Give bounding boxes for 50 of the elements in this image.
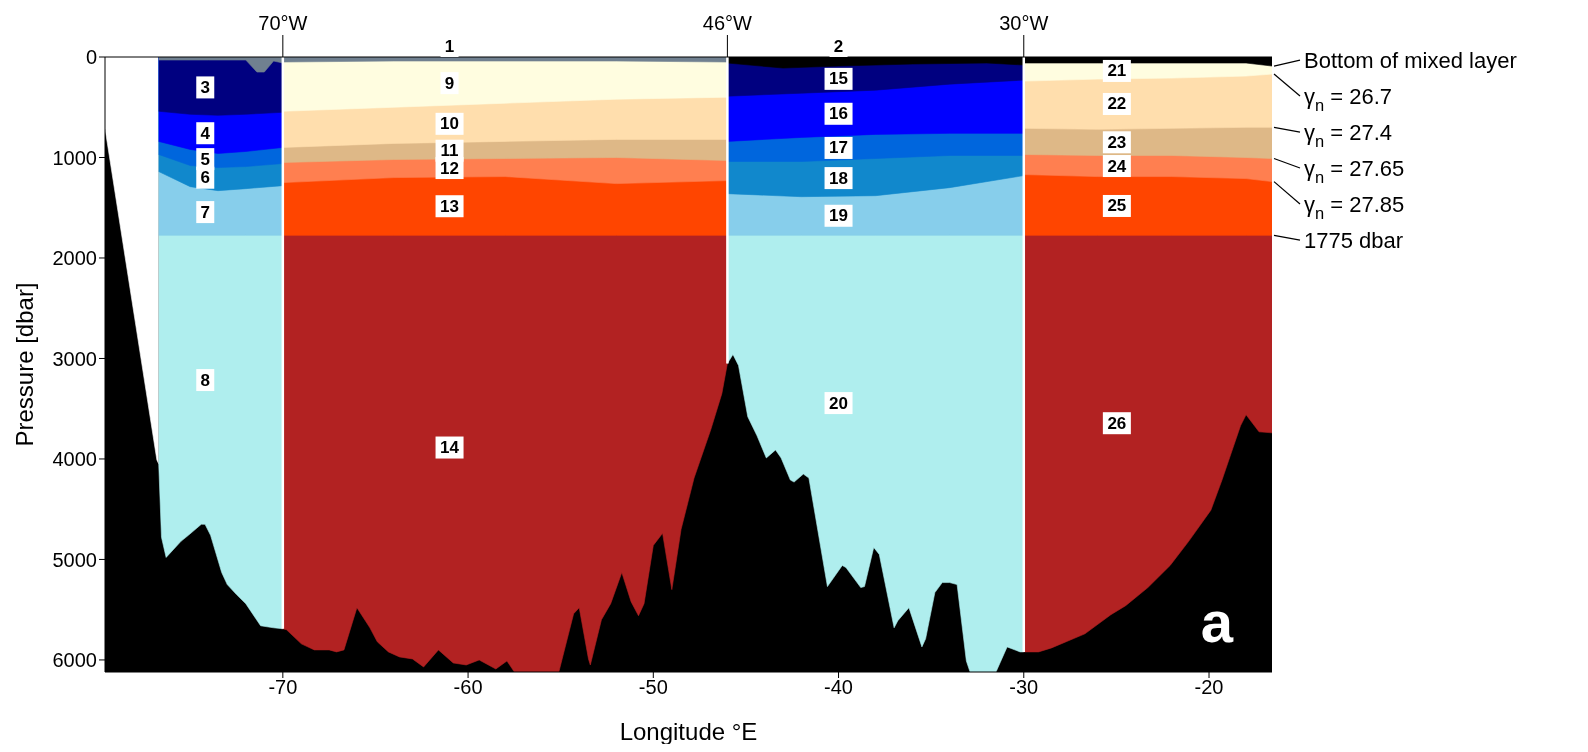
series-label: 26 xyxy=(1107,413,1127,433)
series-label: 11 xyxy=(440,141,459,161)
series-label: 13 xyxy=(440,196,459,216)
series-label: 4 xyxy=(200,123,211,143)
x-tick-label: -50 xyxy=(638,676,668,699)
series-label: 16 xyxy=(829,104,848,124)
x-tick-label: -40 xyxy=(824,676,853,699)
y-tick-label: 5000 xyxy=(52,548,97,571)
series-label: 15 xyxy=(829,69,848,89)
x-tick-label: -70 xyxy=(268,676,298,699)
series-label: 18 xyxy=(829,168,848,188)
series-label: 7 xyxy=(200,202,210,222)
y-tick-label: 0 xyxy=(85,46,97,69)
series-label: 14 xyxy=(440,438,460,458)
series-label: 20 xyxy=(829,393,848,413)
y-tick-label: 4000 xyxy=(52,448,97,471)
series-label: 5 xyxy=(200,149,210,169)
x2-tick-label: 70°W xyxy=(258,12,308,34)
series-label: 9 xyxy=(444,73,455,93)
y-tick-label: 6000 xyxy=(52,649,97,672)
series-label: 12 xyxy=(440,158,459,178)
annotation: a xyxy=(1200,589,1234,654)
series-label: 19 xyxy=(829,206,848,226)
series-label: 10 xyxy=(440,114,459,134)
series-label: 25 xyxy=(1107,196,1127,216)
x2-tick-label: 46°W xyxy=(702,12,753,34)
series-label: 23 xyxy=(1107,132,1127,152)
y-tick-label: 3000 xyxy=(52,347,97,370)
y-axis-title: Pressure [dbar] xyxy=(10,282,38,447)
series-label: 3 xyxy=(200,77,210,97)
y-tick-label: 1000 xyxy=(52,146,97,169)
text: 1775 dbar xyxy=(1304,227,1404,253)
text: γ$_{n}$ = 27.85 xyxy=(1304,191,1405,223)
text: γ$_{n}$ = 26.7 xyxy=(1304,83,1393,115)
series-label: 8 xyxy=(200,370,210,390)
series-label: 1 xyxy=(444,36,455,56)
x-tick-label: -30 xyxy=(1009,676,1039,699)
text: Bottom of mixed layer xyxy=(1304,47,1517,73)
series-label: 6 xyxy=(200,168,210,188)
text: γ$_{n}$ = 27.4 xyxy=(1304,119,1393,151)
series-label: 24 xyxy=(1107,156,1127,176)
series-label: 21 xyxy=(1107,61,1127,81)
x-tick-label: -60 xyxy=(453,676,483,699)
text: γ$_{n}$ = 27.65 xyxy=(1304,155,1405,187)
series-label: 22 xyxy=(1107,94,1127,114)
series-label: 2 xyxy=(833,36,844,56)
y-tick-label: 2000 xyxy=(52,247,97,270)
x-tick-label: -20 xyxy=(1194,676,1224,699)
series-label: 17 xyxy=(829,138,848,158)
x2-tick-label: 30°W xyxy=(999,12,1049,34)
